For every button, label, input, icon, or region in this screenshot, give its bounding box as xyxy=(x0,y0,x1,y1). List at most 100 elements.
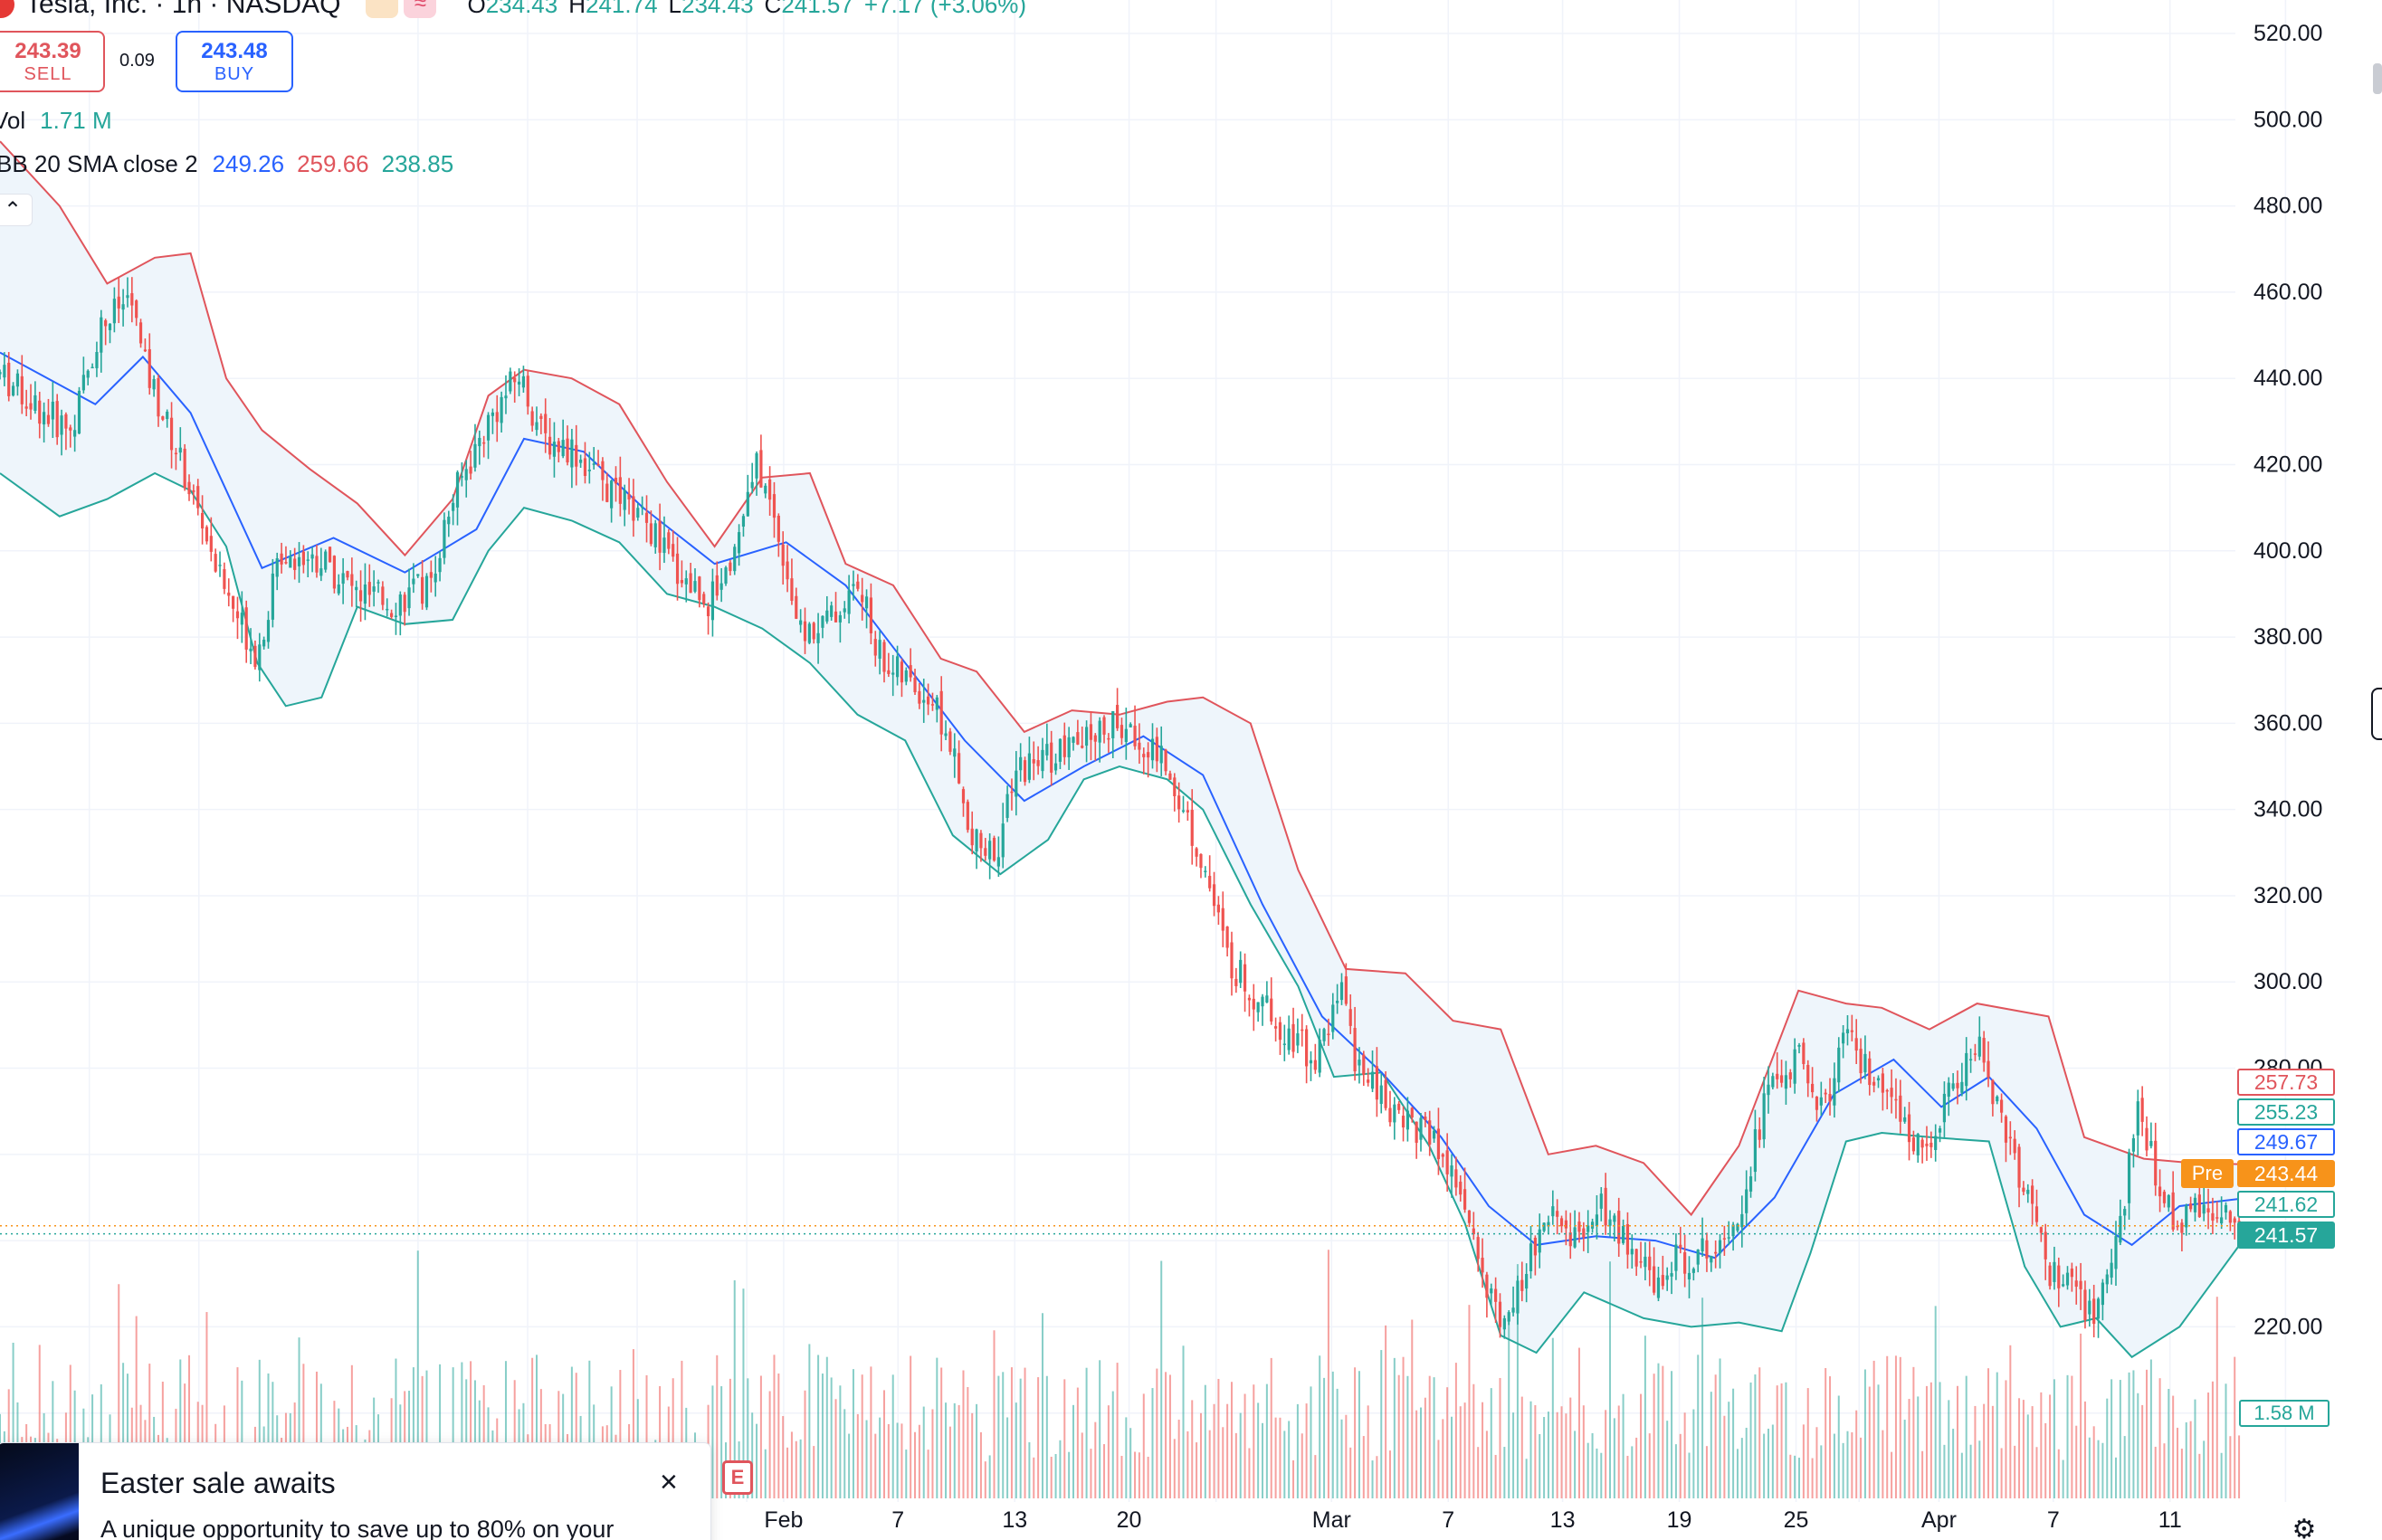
candle-body xyxy=(764,485,767,494)
candle-body xyxy=(724,567,728,584)
close-icon[interactable]: × xyxy=(660,1465,678,1499)
price-axis[interactable]: 220.00 300.00 320.00 340.00 360.00 380.00 400.… xyxy=(2253,21,2322,1339)
volume-bar xyxy=(1565,1413,1567,1498)
candle-body xyxy=(1331,1004,1335,1032)
volume-bar xyxy=(588,1360,591,1498)
volume-bar xyxy=(1358,1371,1360,1498)
market-status-icon[interactable] xyxy=(366,0,399,18)
candle-body xyxy=(1925,1143,1929,1146)
candle-body xyxy=(1691,1269,1695,1273)
candle-body xyxy=(1705,1240,1709,1259)
candle-body xyxy=(1032,759,1035,764)
candle-body xyxy=(148,348,151,388)
candle-body xyxy=(1287,1028,1291,1050)
candlesticks[interactable] xyxy=(0,277,2241,1339)
chart-settings-button[interactable]: ⚙ xyxy=(2286,1511,2322,1540)
volume-bar xyxy=(927,1450,929,1498)
candle-body xyxy=(1533,1237,1537,1256)
volume-bar xyxy=(1045,1375,1048,1498)
volume-bar xyxy=(1714,1374,1717,1498)
candle-body xyxy=(2193,1197,2197,1212)
volume-bar xyxy=(1574,1431,1577,1498)
symbol-title[interactable]: Tesla, Inc. · 1h · NASDAQ xyxy=(25,0,341,19)
candle-body xyxy=(1076,732,1080,745)
candle-body xyxy=(1802,1042,1806,1064)
candle-body xyxy=(258,644,262,670)
candle-body xyxy=(1850,1030,1853,1032)
candle-body xyxy=(1472,1228,1475,1235)
symbol-legend[interactable]: Tesla, Inc. · 1h · NASDAQ ≈ O234.43 H241… xyxy=(0,0,1037,20)
candle-body xyxy=(1322,1029,1326,1041)
candle-body xyxy=(1062,735,1066,757)
volume-bar xyxy=(1543,1417,1546,1498)
candle-body xyxy=(2004,1116,2008,1143)
upper-band-price-tag[interactable]: 257.73 xyxy=(2237,1069,2335,1096)
candle-body xyxy=(544,414,548,433)
volume-bar xyxy=(936,1357,939,1498)
volume-bar xyxy=(1903,1420,1906,1498)
volume-bar xyxy=(1969,1444,1972,1498)
candle-body xyxy=(958,753,961,784)
candle-body xyxy=(1384,1079,1387,1108)
volume-bar xyxy=(1740,1438,1743,1498)
candle-body xyxy=(1181,810,1186,813)
volume-bar xyxy=(2053,1379,2055,1498)
candle-body xyxy=(2013,1138,2016,1154)
volume-bar xyxy=(1288,1421,1291,1498)
lower-band-price-tag[interactable]: 241.62 xyxy=(2237,1191,2335,1218)
candle-body xyxy=(1621,1226,1625,1243)
candle-body xyxy=(1710,1255,1713,1263)
candle-body xyxy=(1309,1060,1313,1064)
premarket-price-tag[interactable]: 243.44 xyxy=(2237,1160,2335,1187)
volume-bar xyxy=(1054,1453,1057,1498)
candle-body xyxy=(777,515,780,542)
candle-body xyxy=(795,595,798,619)
last-price-tag[interactable]: 241.57 xyxy=(2237,1222,2335,1249)
volume-bar xyxy=(856,1413,859,1498)
y-tick-label: 340.00 xyxy=(2253,797,2322,822)
candle-body xyxy=(922,699,926,703)
volume-bar xyxy=(1186,1431,1189,1498)
volume-bar xyxy=(1868,1386,1871,1498)
candle-body xyxy=(1111,710,1115,738)
candle-body xyxy=(249,648,252,651)
y-tick-label: 420.00 xyxy=(2253,452,2322,478)
volume-bar xyxy=(1006,1417,1009,1498)
buy-button[interactable]: 243.48 BUY xyxy=(176,31,293,92)
candle-body xyxy=(680,580,684,584)
candle-body xyxy=(7,362,11,396)
promo-toast[interactable]: Easter sale awaits A unique opportunity … xyxy=(0,1442,711,1540)
candle-body xyxy=(1116,705,1120,728)
earnings-marker[interactable]: E xyxy=(722,1460,753,1495)
volume-bar xyxy=(962,1370,965,1498)
volume-bar xyxy=(825,1356,828,1498)
collapse-legend-button[interactable]: ⌃ xyxy=(0,194,33,226)
volume-legend[interactable]: Vol 1.71 M xyxy=(0,107,112,135)
bollinger-legend[interactable]: BB 20 SMA close 2 249.26 259.66 238.85 xyxy=(0,150,453,178)
time-axis[interactable]: Feb 7 13 20 Mar 7 13 19 25 Apr 7 11 xyxy=(764,1507,2181,1533)
volume-bar xyxy=(817,1355,820,1498)
candle-body xyxy=(438,557,442,573)
candle-body xyxy=(1168,773,1172,780)
high-price-tag[interactable]: 255.23 xyxy=(2237,1098,2335,1126)
ohlc-close: C241.57 xyxy=(765,0,853,19)
candle-body xyxy=(1098,720,1101,743)
buy-price: 243.48 xyxy=(201,39,268,63)
candle-body xyxy=(935,697,939,710)
volume-bar xyxy=(720,1386,723,1498)
candle-body xyxy=(786,561,789,580)
candle-body xyxy=(469,466,472,474)
basis-price-tag[interactable]: 249.67 xyxy=(2237,1128,2335,1155)
candle-body xyxy=(1894,1098,1898,1101)
candle-body xyxy=(1273,1026,1278,1029)
sell-button[interactable]: 243.39 SELL xyxy=(0,31,105,92)
volume-bar xyxy=(1780,1383,1783,1498)
scrollbar-thumb[interactable] xyxy=(2373,63,2382,94)
scroll-handle[interactable] xyxy=(2371,688,2382,740)
candle-body xyxy=(1015,770,1018,797)
candle-body xyxy=(2048,1265,2052,1287)
data-problem-icon[interactable]: ≈ xyxy=(404,0,437,18)
candle-body xyxy=(117,296,120,309)
candle-body xyxy=(2070,1269,2073,1278)
